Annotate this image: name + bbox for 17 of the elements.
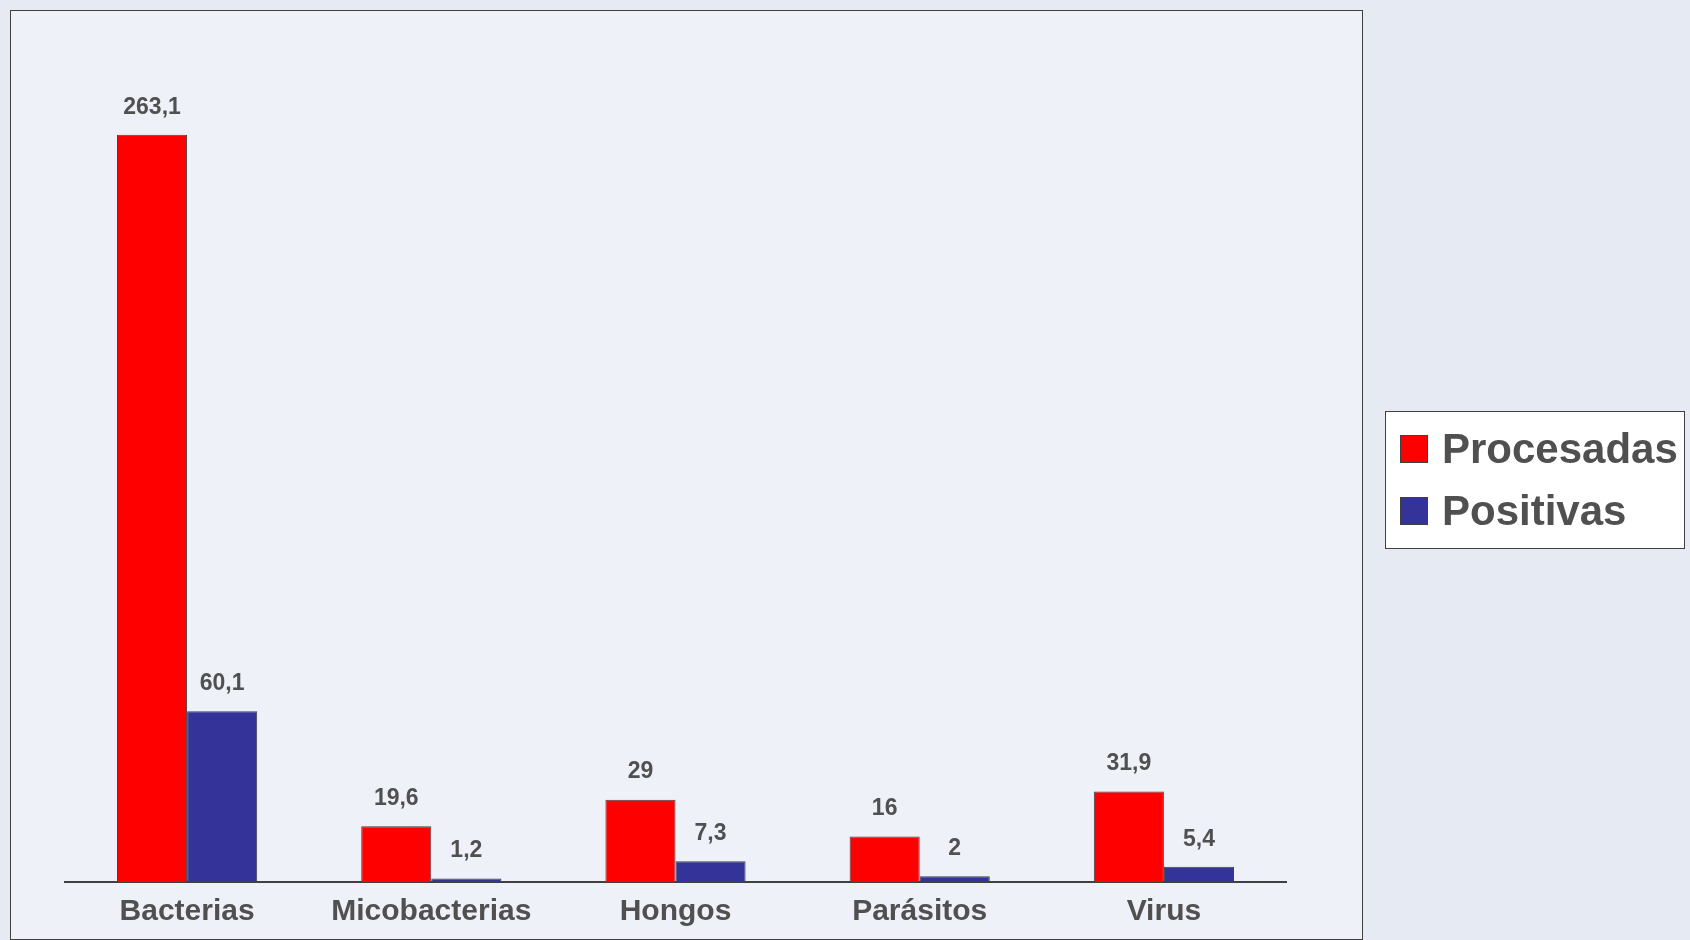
data-label: 16 (871, 794, 898, 821)
data-label: 31,9 (1106, 749, 1152, 776)
data-label: 263,1 (123, 92, 182, 119)
data-label: 5,4 (1182, 824, 1216, 851)
data-label: 7,3 (694, 819, 727, 846)
legend-label: Positivas (1442, 487, 1627, 534)
data-label: 2 (948, 834, 962, 861)
data-label: 29 (627, 757, 654, 784)
x-tick-label: Parásitos (852, 893, 988, 927)
legend-label: Procesadas (1442, 425, 1678, 472)
data-label: 60,1 (199, 669, 245, 696)
data-label: 1,2 (450, 836, 483, 863)
x-tick-label: Bacterias (119, 893, 255, 927)
x-tick-label: Virus (1126, 893, 1202, 927)
data-label: 19,6 (373, 784, 419, 811)
x-tick-label: Hongos (619, 893, 732, 927)
x-tick-label: Micobacterias (331, 893, 532, 927)
